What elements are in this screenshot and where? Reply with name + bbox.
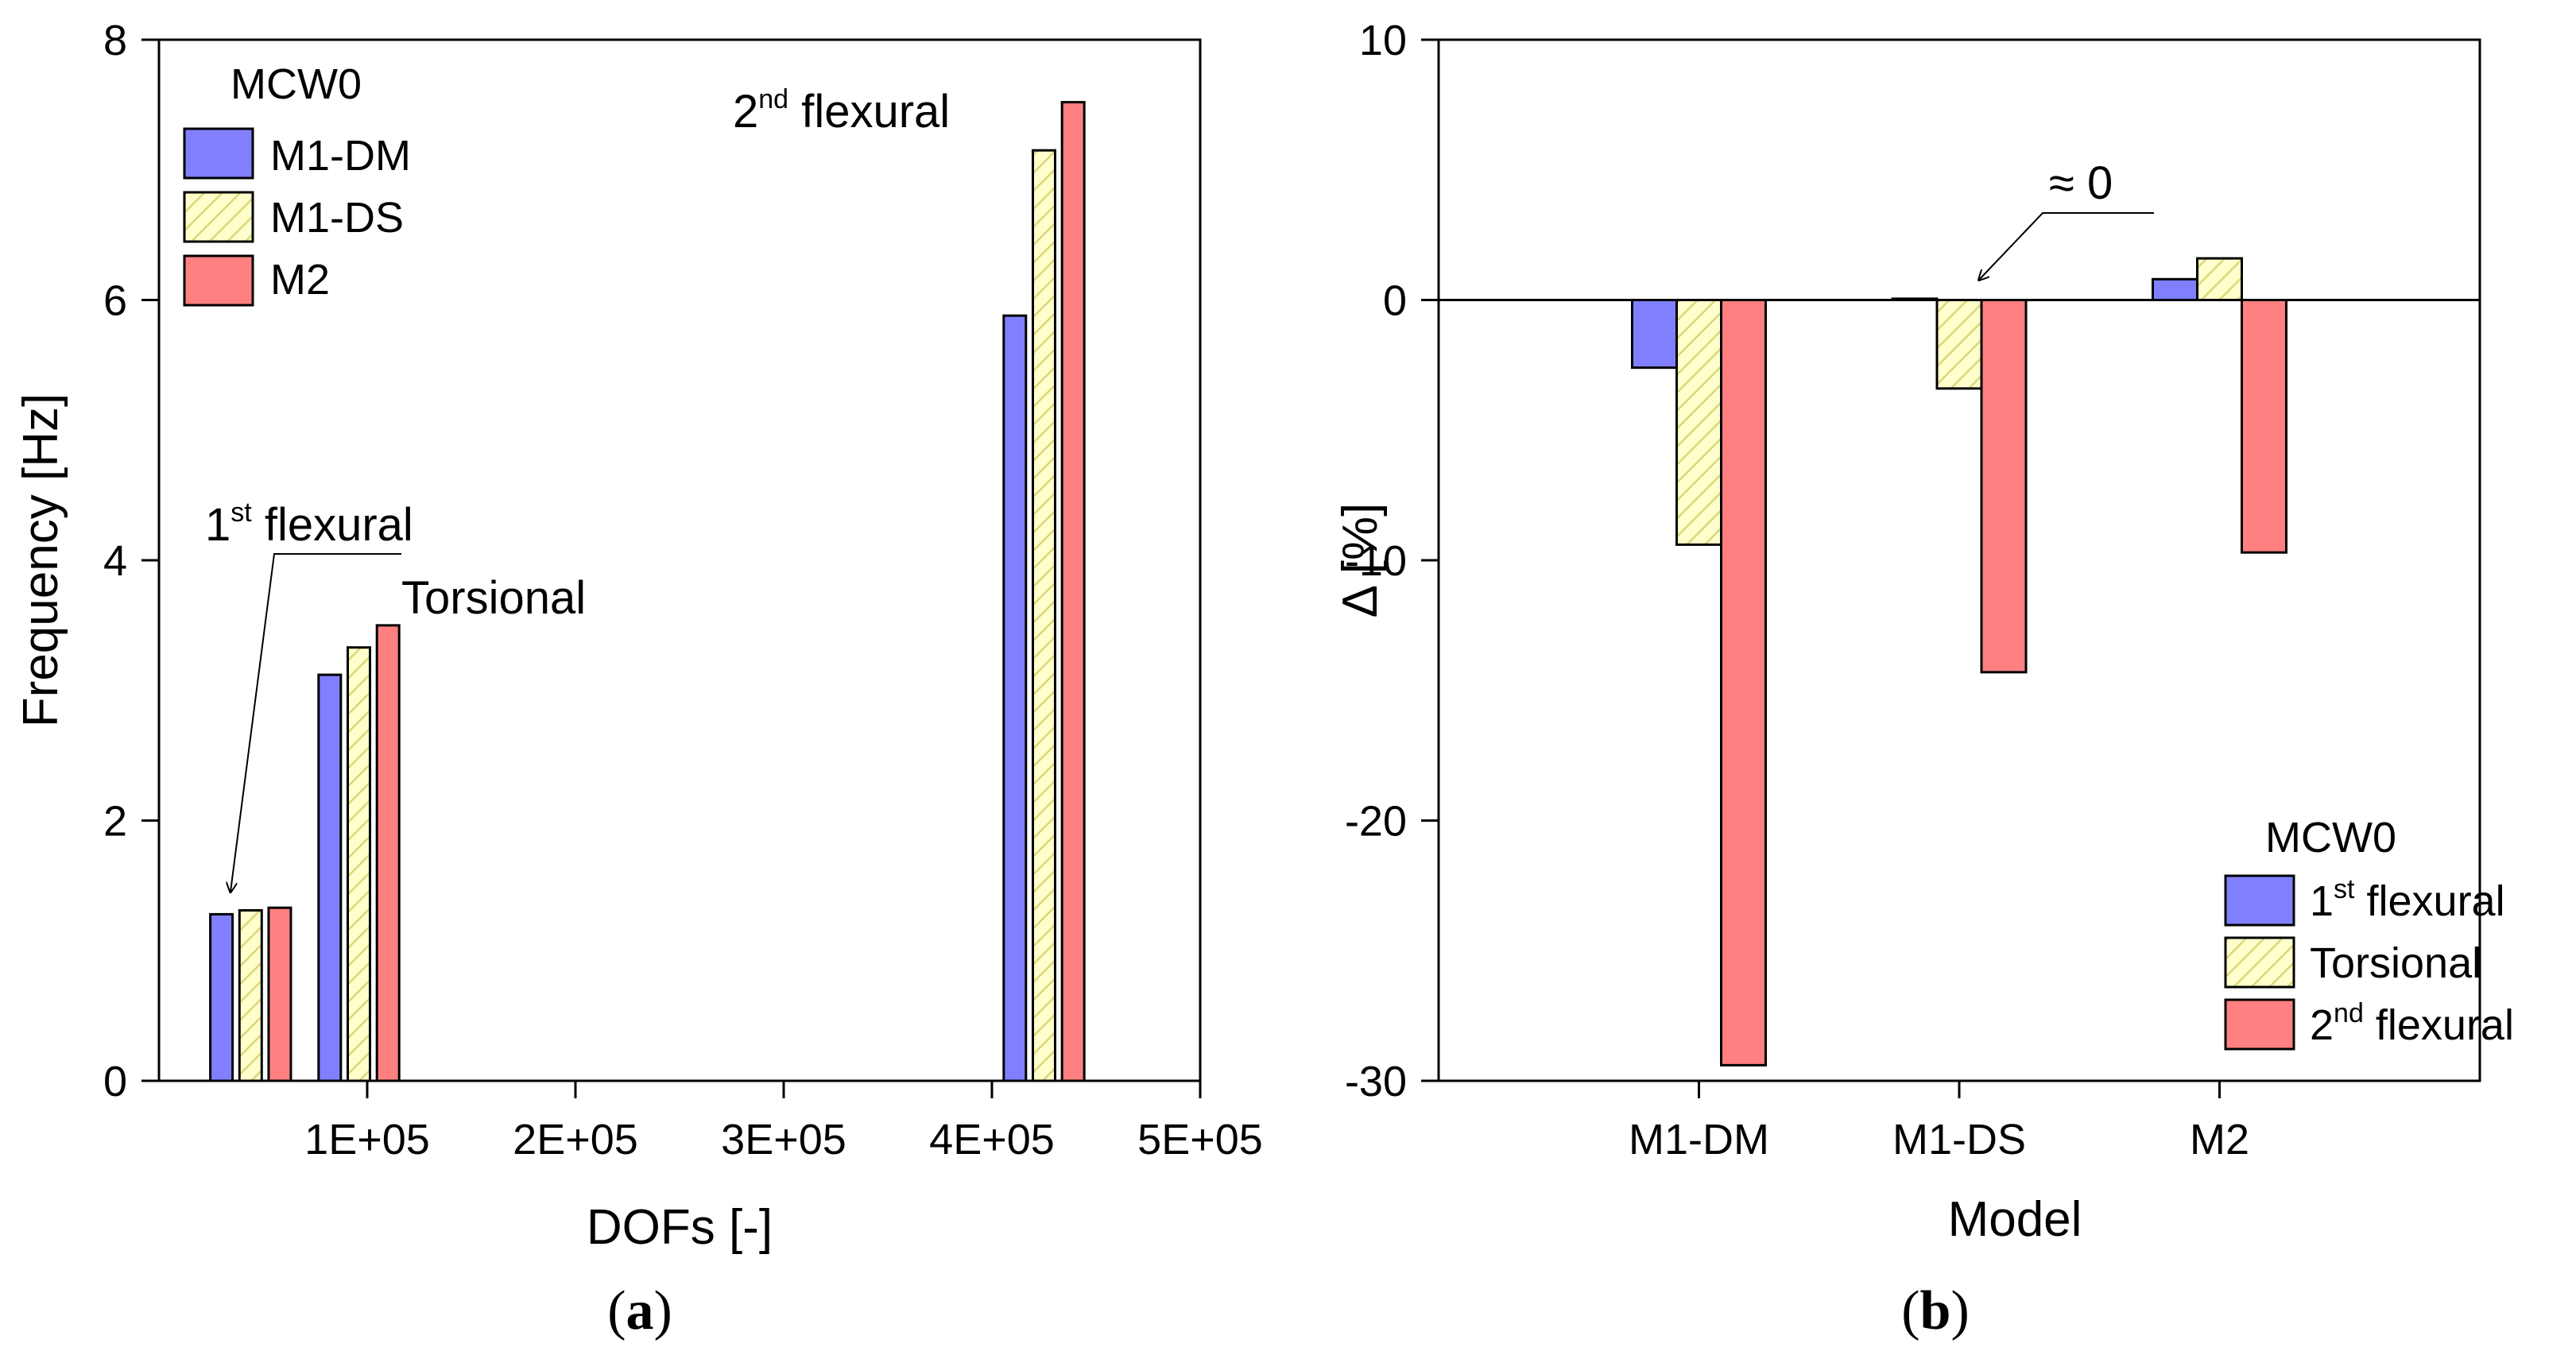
panel-b-x-ticks: M1-DM M1-DS M2 (1629, 1081, 2249, 1163)
panel-b-annotation-arrow (1979, 212, 2154, 280)
panel-a-bar-m1-ds-1 (347, 646, 372, 1082)
panel-a-legend-swatch-m1-ds (183, 191, 254, 243)
panel-a-bars (209, 101, 1086, 1082)
panel-b-annotation-approx-zero: ≈ 0 (2049, 157, 2113, 209)
panel-a-legend-swatch-m2 (183, 254, 254, 307)
panel-b: M1-DM M1-DS M2 -30 -20 -10 0 10 Model Δ [%] ≈ … (1333, 17, 2514, 1341)
panel-b-legend-title: MCW0 (2265, 814, 2396, 861)
panel-b-bar-2nd-flexural-m1-ds (1980, 299, 2028, 674)
panel-a-annotation-1st-flexural: 1st flexural (205, 497, 413, 551)
panel-a-legend-swatch-m1-dm (183, 127, 254, 180)
panel-a-y-tick-label: 2 (103, 798, 127, 846)
panel-a-legend: MCW0 M1-DM M1-DS M2 (183, 60, 411, 307)
panel-b-bar-torsional-m1-ds (1935, 299, 1983, 390)
panel-a-y-tick-label: 0 (103, 1058, 127, 1105)
panel-b-bar-2nd-flexural-m2 (2241, 299, 2287, 554)
panel-a-y-axis-label: Frequency [Hz] (14, 393, 68, 727)
panel-b-legend-swatch-2nd-flexural (2224, 998, 2295, 1051)
panel-b-y-ticks: -30 -20 -10 0 10 (1345, 17, 1439, 1105)
panel-b-x-tick-label: M1-DM (1629, 1116, 1769, 1163)
panel-a-y-ticks: 0 2 4 6 8 (103, 17, 159, 1105)
panel-a-x-tick-label: 2E+05 (513, 1116, 638, 1163)
panel-b-x-axis-label: Model (1948, 1192, 2082, 1247)
panel-a-annotation-arrow (230, 553, 401, 892)
panel-b-legend: MCW0 1st flexural Torsional 2nd flexural (2224, 814, 2514, 1051)
panel-b-legend-swatch-1st-flexural (2224, 874, 2295, 927)
panel-a-y-tick-label: 6 (103, 277, 127, 325)
panel-b-legend-label-1st-flexural: 1st flexural (2310, 874, 2505, 925)
panel-a-x-tick-label: 5E+05 (1137, 1116, 1263, 1163)
panel-a-legend-label-m1-dm: M1-DM (270, 132, 411, 180)
panel-a-x-ticks: 1E+05 2E+05 3E+05 4E+05 5E+05 (304, 1081, 1263, 1163)
panel-a-bar-m1-dm-1 (317, 673, 343, 1082)
panel-a-bar-m1-dm-0 (209, 912, 234, 1082)
panel-b-label: (b) (1901, 1280, 1970, 1341)
panel-a-x-tick-label: 4E+05 (929, 1116, 1055, 1163)
panel-a-bar-m2-2 (1060, 101, 1086, 1082)
panel-a-x-axis-label: DOFs [-] (587, 1200, 773, 1255)
panel-b-bar-torsional-m2 (2196, 257, 2243, 302)
panel-a-annotation-torsional: Torsional (401, 572, 586, 624)
panel-a-bar-m1-ds-0 (238, 908, 263, 1082)
panel-b-x-tick-label: M1-DS (1892, 1116, 2026, 1163)
panel-b-y-tick-label: 0 (1383, 277, 1407, 325)
panel-b-bar-1st-flexural-m2 (2152, 277, 2198, 301)
panel-b-x-tick-label: M2 (2190, 1116, 2249, 1163)
panel-b-bar-2nd-flexural-m1-dm (1720, 299, 1767, 1067)
panel-a-label: (a) (607, 1280, 672, 1341)
panel-b-legend-label-2nd-flexural: 2nd flexural (2310, 998, 2514, 1049)
panel-b-bars (1631, 257, 2287, 1067)
panel-b-bar-1st-flexural-m1-ds (1891, 297, 1939, 301)
panel-b-bar-1st-flexural-m1-dm (1631, 299, 1678, 370)
panel-a-legend-label-m2: M2 (270, 256, 330, 304)
panel-b-y-tick-label: 10 (1359, 17, 1407, 64)
panel-a-legend-label-m1-ds: M1-DS (270, 194, 404, 242)
panel-b-y-tick-label: -20 (1345, 798, 1407, 846)
panel-b-legend-swatch-torsional (2224, 936, 2295, 989)
panel-a-legend-title: MCW0 (230, 60, 362, 108)
panel-b-bar-torsional-m1-dm (1675, 299, 1722, 546)
panel-a-bar-m2-1 (375, 624, 401, 1082)
panel-a-bar-m1-ds-2 (1032, 149, 1056, 1082)
panel-b-y-tick-label: -10 (1345, 537, 1407, 585)
panel-a-x-tick-label: 1E+05 (304, 1116, 430, 1163)
panel-a-annotation-2nd-flexural: 2nd flexural (733, 84, 950, 137)
panel-b-y-axis-label: Δ [%] (1333, 503, 1388, 618)
panel-a-x-tick-label: 3E+05 (721, 1116, 846, 1163)
panel-a-y-tick-label: 8 (103, 17, 127, 64)
panel-a-bar-m2-0 (267, 906, 292, 1082)
panel-b-y-tick-label: -30 (1345, 1058, 1407, 1105)
panel-b-legend-label-torsional: Torsional (2310, 939, 2481, 987)
panel-a-bar-m1-dm-2 (1002, 314, 1028, 1082)
panel-a: 1E+05 2E+05 3E+05 4E+05 5E+05 0 2 4 6 8 DOFs [-]… (14, 17, 1263, 1341)
panel-a-y-tick-label: 4 (103, 537, 127, 585)
